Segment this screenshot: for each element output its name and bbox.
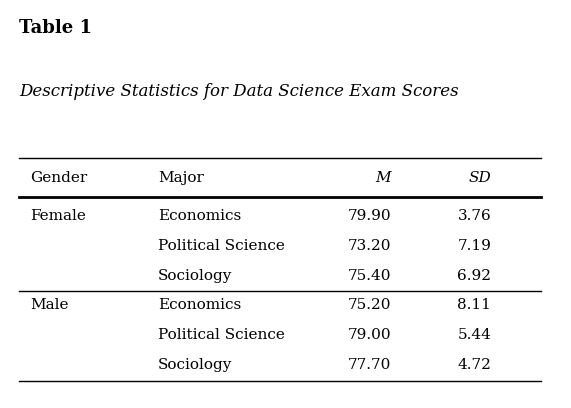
Text: 75.40: 75.40 [348, 268, 391, 283]
Text: 5.44: 5.44 [457, 328, 491, 342]
Text: 7.19: 7.19 [457, 239, 491, 253]
Text: Gender: Gender [30, 171, 88, 185]
Text: SD: SD [468, 171, 491, 185]
Text: 4.72: 4.72 [457, 358, 491, 372]
Text: 79.00: 79.00 [348, 328, 391, 342]
Text: 75.20: 75.20 [348, 298, 391, 313]
Text: Female: Female [30, 209, 86, 223]
Text: Economics: Economics [158, 298, 242, 313]
Text: 79.90: 79.90 [348, 209, 391, 223]
Text: 8.11: 8.11 [457, 298, 491, 313]
Text: Political Science: Political Science [158, 328, 285, 342]
Text: Sociology: Sociology [158, 358, 232, 372]
Text: Economics: Economics [158, 209, 242, 223]
Text: Male: Male [30, 298, 69, 313]
Text: Political Science: Political Science [158, 239, 285, 253]
Text: 77.70: 77.70 [348, 358, 391, 372]
Text: M: M [376, 171, 391, 185]
Text: Descriptive Statistics for Data Science Exam Scores: Descriptive Statistics for Data Science … [19, 83, 459, 100]
Text: 73.20: 73.20 [348, 239, 391, 253]
Text: Major: Major [158, 171, 204, 185]
Text: 6.92: 6.92 [457, 268, 491, 283]
Text: Sociology: Sociology [158, 268, 232, 283]
Text: Table 1: Table 1 [19, 19, 93, 37]
Text: 3.76: 3.76 [457, 209, 491, 223]
